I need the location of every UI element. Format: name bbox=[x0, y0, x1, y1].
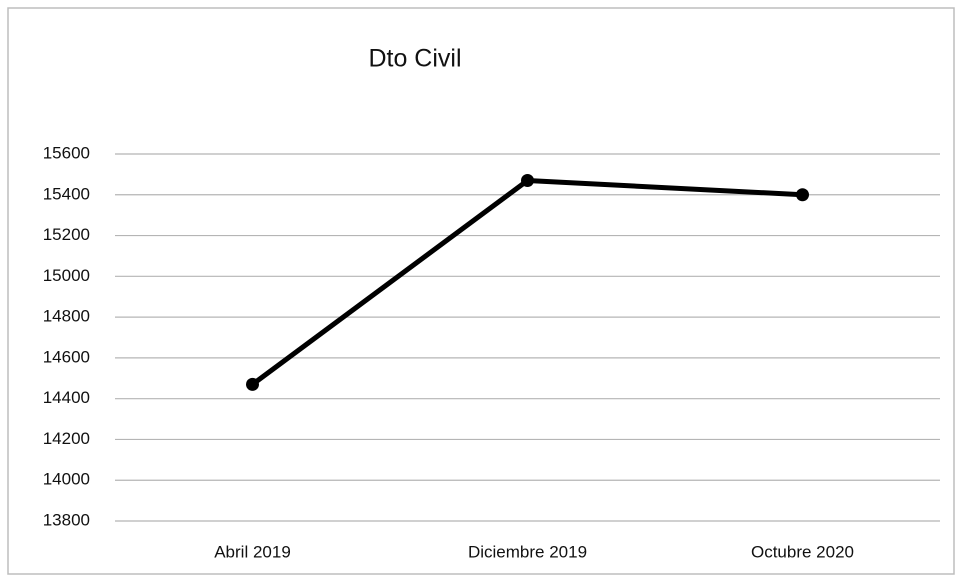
y-tick-label: 14600 bbox=[43, 347, 90, 366]
y-tick-label: 14200 bbox=[43, 429, 90, 448]
marker bbox=[246, 377, 259, 391]
y-tick-label: 14000 bbox=[43, 470, 90, 489]
y-tick-label: 14800 bbox=[43, 307, 90, 326]
y-tick-label: 15600 bbox=[43, 143, 90, 162]
x-tick-label: Diciembre 2019 bbox=[468, 542, 587, 561]
y-tick-label: 15200 bbox=[43, 225, 90, 244]
x-tick-label: Octubre 2020 bbox=[751, 542, 854, 561]
x-tick-label: Abril 2019 bbox=[214, 542, 291, 561]
chart-frame bbox=[7, 7, 955, 575]
y-tick-label: 13800 bbox=[43, 510, 90, 529]
chart-title: Dto Civil bbox=[368, 45, 461, 73]
y-tick-label: 15000 bbox=[43, 266, 90, 285]
marker bbox=[521, 174, 534, 188]
marker bbox=[796, 188, 809, 202]
y-tick-label: 15400 bbox=[43, 184, 90, 203]
y-tick-label: 14400 bbox=[43, 388, 90, 407]
